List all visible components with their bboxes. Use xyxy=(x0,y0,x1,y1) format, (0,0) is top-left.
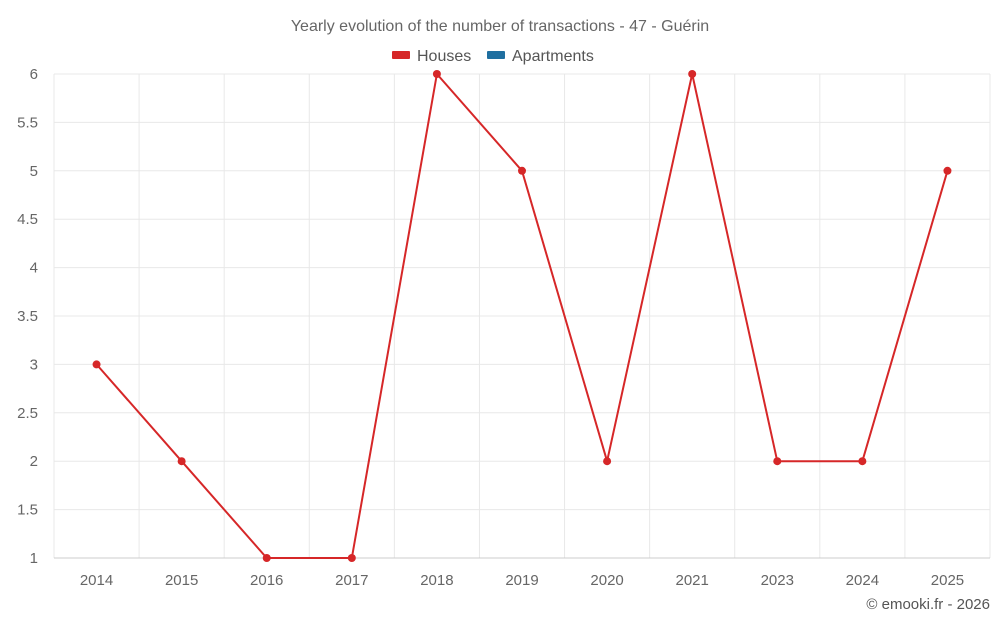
x-tick-label: 2023 xyxy=(761,572,794,589)
x-tick-label: 2016 xyxy=(250,572,283,589)
data-point-houses[interactable] xyxy=(773,457,782,466)
x-tick-label: 2015 xyxy=(165,572,198,589)
series-layer xyxy=(92,70,952,562)
x-axis: 2014 2015 2016 2017 2018 2019 2020 2021 2023 2024… xyxy=(54,557,990,589)
data-point-houses[interactable] xyxy=(432,70,441,78)
legend-swatch-apartments xyxy=(487,51,505,59)
y-tick-label: 6 xyxy=(30,66,38,83)
legend: Houses Apartments xyxy=(392,48,594,65)
x-tick-label: 2021 xyxy=(675,572,708,589)
y-tick-label: 5.5 xyxy=(17,114,38,131)
y-tick-label: 3 xyxy=(30,356,38,373)
chart-title: Yearly evolution of the number of transa… xyxy=(291,18,709,35)
data-point-houses[interactable] xyxy=(347,554,356,562)
data-point-houses[interactable] xyxy=(603,457,612,466)
legend-swatch-houses xyxy=(392,51,410,59)
y-axis: 1 1.5 2 2.5 3 3.5 4 4.5 5 5.5 6 xyxy=(17,66,38,567)
legend-item-houses[interactable]: Houses xyxy=(392,48,471,65)
y-tick-label: 2 xyxy=(30,453,38,470)
y-tick-label: 4.5 xyxy=(17,211,38,228)
x-tick-label: 2017 xyxy=(335,572,368,589)
x-tick-label: 2020 xyxy=(590,572,623,589)
data-point-houses[interactable] xyxy=(262,554,271,562)
y-tick-label: 1.5 xyxy=(17,502,38,519)
y-tick-label: 2.5 xyxy=(17,405,38,422)
grid xyxy=(53,73,991,558)
x-tick-label: 2018 xyxy=(420,572,453,589)
data-point-houses[interactable] xyxy=(177,457,186,466)
y-tick-label: 4 xyxy=(30,260,38,277)
y-tick-label: 1 xyxy=(30,550,38,567)
y-tick-label: 5 xyxy=(30,163,38,180)
x-tick-label: 2025 xyxy=(931,572,964,589)
legend-item-apartments[interactable]: Apartments xyxy=(487,48,594,65)
data-point-houses[interactable] xyxy=(858,457,867,466)
legend-label-apartments: Apartments xyxy=(512,48,594,65)
data-point-houses[interactable] xyxy=(518,166,526,175)
x-tick-label: 2014 xyxy=(80,572,113,589)
data-point-houses[interactable] xyxy=(688,70,697,78)
data-point-houses[interactable] xyxy=(943,166,952,175)
x-tick-label: 2019 xyxy=(505,572,538,589)
credit-text: © emooki.fr - 2026 xyxy=(866,596,990,613)
x-tick-label: 2024 xyxy=(846,572,879,589)
legend-label-houses: Houses xyxy=(417,48,471,65)
data-point-houses[interactable] xyxy=(92,360,101,369)
y-tick-label: 3.5 xyxy=(17,308,38,325)
